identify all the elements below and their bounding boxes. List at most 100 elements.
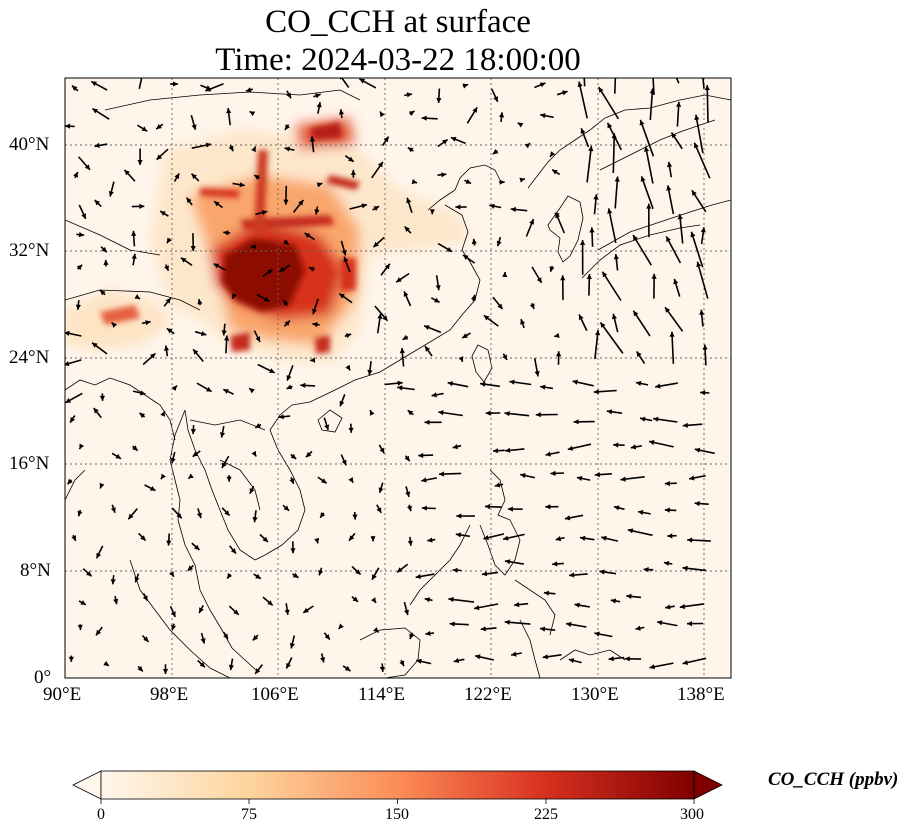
wind-arrow-head <box>96 552 102 559</box>
wind-arrow-head <box>415 573 421 579</box>
wind-arrow-head <box>86 571 92 577</box>
wind-arrow-head <box>655 383 661 389</box>
wind-arrow-head <box>343 256 349 263</box>
wind-arrow-head <box>494 482 501 488</box>
wind-arrow-head <box>404 455 410 462</box>
wind-arrow-head <box>448 596 454 603</box>
wind-arrow-head <box>504 559 511 565</box>
wind-arrow-head <box>196 512 202 519</box>
wind-arrow-head <box>450 136 457 142</box>
wind-arrow-head <box>507 506 513 512</box>
wind-arrow-head <box>552 561 558 567</box>
wind-arrow-head <box>224 335 230 341</box>
wind-arrow-head <box>613 442 619 448</box>
wind-arrow-head <box>550 470 556 476</box>
wind-arrow-shaft <box>639 119 655 157</box>
wind-arrow-head <box>115 453 121 459</box>
wind-vectors <box>65 56 715 675</box>
wind-arrow-head <box>94 200 100 206</box>
wind-arrow-head <box>543 590 550 596</box>
wind-arrow-head <box>666 236 671 243</box>
wind-arrow-head <box>520 319 526 325</box>
wind-arrow-head <box>699 56 704 61</box>
wind-arrow-head <box>134 294 140 299</box>
wind-arrow-head <box>611 133 617 139</box>
wind-arrow-head <box>278 414 284 420</box>
wind-arrow-head <box>160 411 165 417</box>
wind-arrow-head <box>77 624 83 630</box>
wind-arrow-head <box>408 110 415 116</box>
wind-arrow-head <box>600 322 606 328</box>
wind-arrow-head <box>99 395 105 401</box>
wind-arrow-head <box>214 201 220 207</box>
wind-arrow-head <box>567 445 574 451</box>
wind-arrow-head <box>190 246 196 252</box>
wind-arrow-head <box>576 475 583 481</box>
wind-arrow-head <box>77 510 83 517</box>
wind-arrow-head <box>406 197 412 204</box>
wind-arrow-head <box>566 621 572 627</box>
wind-arrow-head <box>407 147 414 153</box>
wind-arrow-shaft <box>607 208 617 244</box>
colorbar-gradient <box>101 771 694 799</box>
wind-arrow-head <box>438 410 444 416</box>
wind-arrow-head <box>696 261 702 268</box>
wind-arrow-head <box>383 136 389 143</box>
wind-arrow-shaft <box>690 231 704 268</box>
wind-arrow-head <box>580 128 586 134</box>
wind-arrow-head <box>480 626 486 632</box>
wind-arrow-head <box>344 665 351 671</box>
gridlines <box>65 78 731 678</box>
wind-arrow-head <box>284 609 290 615</box>
wind-arrow-head <box>424 419 430 425</box>
wind-arrow-head <box>355 569 361 575</box>
wind-arrow-head <box>284 146 290 152</box>
wind-arrow-shaft <box>612 133 616 174</box>
wind-arrow-head <box>424 325 430 330</box>
wind-arrow-head <box>514 602 520 608</box>
wind-arrow-head <box>164 265 169 271</box>
lat-tick-label: 16°N <box>9 453 50 474</box>
wind-arrow-head <box>71 535 77 541</box>
wind-arrow-head <box>665 604 671 610</box>
wind-arrow-head <box>348 427 354 433</box>
lon-tick-label: 130°E <box>571 684 619 705</box>
wind-arrow-head <box>200 331 207 336</box>
wind-arrow-head <box>441 172 447 178</box>
wind-arrow-head <box>694 447 701 453</box>
wind-arrow-head <box>682 565 688 571</box>
wind-arrow-head <box>614 505 620 511</box>
wind-arrow-head <box>588 145 594 152</box>
wind-arrow-head <box>249 388 255 394</box>
wind-arrow-head <box>458 356 464 362</box>
wind-arrow-head <box>367 369 373 376</box>
wind-arrow-head <box>682 660 689 665</box>
wind-arrow-head <box>303 607 309 613</box>
wind-arrow-head <box>635 625 641 631</box>
wind-arrow-shaft <box>586 145 593 183</box>
wind-arrow-head <box>350 169 356 175</box>
wind-arrow-head <box>598 87 604 93</box>
wind-arrow-head <box>379 666 385 672</box>
wind-arrow-head <box>267 269 273 275</box>
wind-arrow-head <box>143 636 149 642</box>
wind-arrow-head <box>407 540 413 546</box>
wind-arrow-head <box>65 361 70 367</box>
wind-arrow-head <box>539 626 546 632</box>
wind-arrow-head <box>409 633 415 639</box>
wind-arrow-head <box>339 400 345 407</box>
wind-arrow-head <box>310 357 316 363</box>
wind-arrow-head <box>300 382 306 388</box>
wind-arrow-head <box>472 107 478 113</box>
wind-arrow-head <box>324 634 330 640</box>
wind-arrow-head <box>425 630 431 636</box>
wind-arrow-shaft <box>665 236 682 264</box>
wind-arrow-head <box>149 486 156 491</box>
wind-arrow-head <box>650 64 655 69</box>
wind-arrow-head <box>630 444 637 450</box>
wind-arrow-head <box>471 294 476 301</box>
wind-arrow-head <box>289 642 295 649</box>
wind-arrow-head <box>174 173 180 180</box>
wind-arrow-head <box>524 143 531 149</box>
wind-arrow-head <box>110 579 116 585</box>
